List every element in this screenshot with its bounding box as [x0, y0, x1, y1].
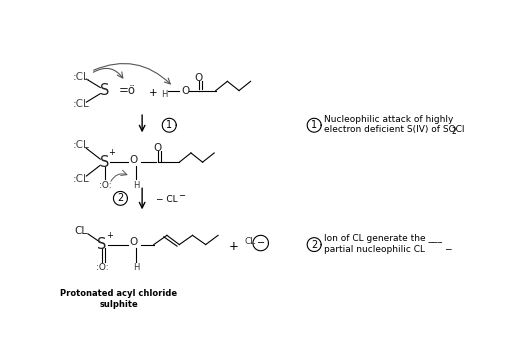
Text: S: S — [100, 155, 110, 170]
Text: Nucleophilic attack of highly: Nucleophilic attack of highly — [324, 115, 453, 124]
Text: S: S — [100, 83, 110, 98]
Text: CL: CL — [74, 226, 87, 236]
Text: +: + — [106, 231, 113, 240]
Text: sulphite: sulphite — [99, 300, 138, 309]
Text: Protonated acyl chloride: Protonated acyl chloride — [60, 290, 177, 298]
Text: :CL: :CL — [72, 140, 89, 150]
Text: 2: 2 — [311, 240, 317, 250]
Text: 1: 1 — [166, 120, 172, 130]
Text: − CL: − CL — [156, 195, 178, 203]
Text: =ö: =ö — [119, 84, 136, 97]
Text: 2: 2 — [451, 127, 456, 136]
Text: H: H — [133, 263, 139, 272]
Text: O: O — [181, 86, 189, 96]
Text: +: + — [149, 88, 158, 98]
Text: H: H — [133, 181, 139, 190]
Text: electron deficient S(IV) of SOCl: electron deficient S(IV) of SOCl — [324, 125, 465, 134]
Text: −: − — [178, 192, 186, 201]
Text: O: O — [194, 73, 203, 83]
Text: :O:: :O: — [99, 181, 111, 190]
Text: :CL: :CL — [72, 174, 89, 184]
Text: Ȯ: Ȯ — [129, 155, 137, 165]
Text: O: O — [129, 237, 137, 247]
Text: 2: 2 — [117, 193, 124, 203]
Text: :CL: :CL — [72, 100, 89, 110]
Text: S: S — [97, 237, 107, 252]
Text: O: O — [154, 143, 162, 153]
Text: 1: 1 — [311, 120, 317, 130]
Text: partial nucleophilic CL: partial nucleophilic CL — [324, 245, 425, 254]
Text: :O:: :O: — [96, 263, 108, 272]
Text: +: + — [229, 240, 238, 253]
Text: H: H — [161, 90, 167, 99]
Text: CL: CL — [245, 237, 256, 246]
Text: :CL: :CL — [72, 72, 89, 82]
Text: −: − — [445, 245, 452, 254]
Text: −: − — [256, 238, 265, 248]
Text: Ion of CL generate the ___: Ion of CL generate the ___ — [324, 234, 442, 243]
Text: +: + — [108, 149, 115, 157]
